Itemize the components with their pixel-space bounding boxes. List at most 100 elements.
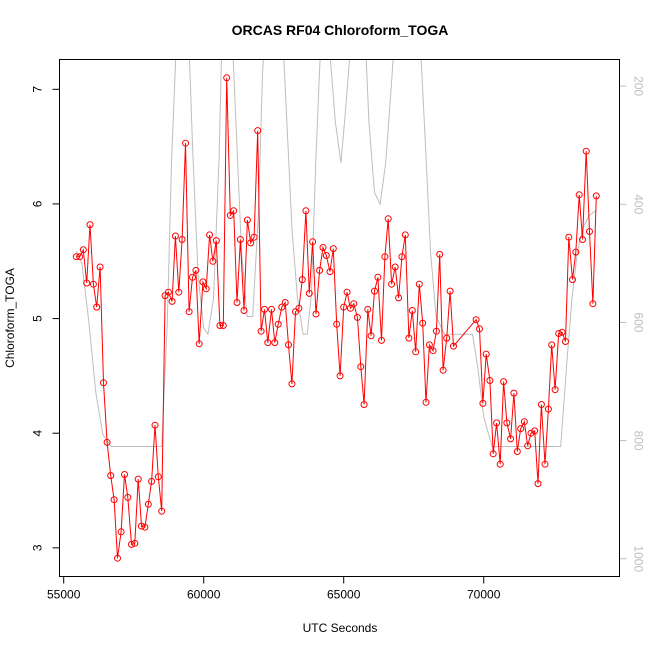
data-point (472, 316, 480, 324)
data-point (586, 228, 593, 235)
data-point (148, 477, 156, 485)
data-point (489, 450, 497, 458)
data-point (513, 448, 521, 455)
data-point (343, 288, 351, 296)
right-tick-label: 800 (632, 431, 646, 451)
y-tick-label: 4 (31, 430, 45, 437)
x-tick-label: 70000 (467, 588, 501, 602)
data-point (216, 322, 224, 329)
data-point (298, 276, 306, 284)
data-point (384, 215, 392, 223)
data-point (117, 528, 125, 536)
x-tick-label: 55000 (47, 588, 81, 602)
data-point (531, 427, 539, 435)
data-point (548, 341, 556, 349)
data-point (316, 266, 324, 274)
data-point (381, 253, 389, 261)
data-point (240, 307, 248, 314)
right-tick-label: 1000 (632, 545, 646, 572)
data-point (493, 419, 501, 427)
data-point (544, 405, 552, 413)
x-tick-label: 65000 (327, 588, 361, 602)
data-point (264, 339, 272, 347)
data-point (158, 507, 166, 515)
data-point (89, 280, 97, 288)
data-point (83, 279, 91, 287)
data-point (436, 250, 444, 258)
data-point (378, 336, 385, 344)
data-point (144, 500, 152, 508)
data-point (333, 320, 341, 328)
data-point (309, 238, 317, 246)
secondary-series-layer (75, 59, 597, 447)
data-point (353, 313, 361, 321)
data-point (432, 327, 440, 335)
plot-frame (59, 59, 620, 577)
data-point (592, 192, 600, 200)
data-point (219, 322, 227, 329)
data-point (541, 460, 549, 468)
data-point (395, 294, 403, 302)
data-point (412, 348, 420, 356)
data-point (79, 246, 87, 254)
data-point (439, 366, 447, 374)
data-point (572, 248, 580, 256)
data-point (450, 342, 457, 350)
data-point (86, 221, 94, 229)
data-point (429, 347, 437, 355)
data-point (134, 475, 142, 483)
data-point (443, 334, 451, 342)
data-point (524, 442, 532, 450)
data-point (569, 276, 576, 284)
data-point (562, 338, 569, 345)
right-tick-label: 400 (632, 194, 646, 214)
data-point (138, 522, 145, 530)
data-point (446, 287, 454, 295)
data-point (357, 363, 365, 371)
series-line (76, 77, 597, 559)
data-point (100, 379, 107, 387)
data-point (226, 211, 234, 219)
data-point (510, 389, 518, 397)
data-point (364, 305, 372, 313)
data-point (534, 480, 542, 488)
data-point (223, 74, 231, 82)
data-point (278, 303, 286, 311)
data-point (479, 399, 487, 407)
data-point (367, 332, 375, 340)
right-tick-label: 600 (632, 312, 646, 332)
data-point (206, 231, 214, 239)
data-point (93, 303, 101, 311)
data-point (575, 191, 583, 199)
data-point (507, 435, 515, 443)
data-point (415, 280, 423, 288)
data-point (340, 303, 348, 311)
data-point (199, 278, 207, 286)
data-point (322, 252, 330, 259)
data-point (261, 305, 268, 313)
data-point (154, 473, 162, 481)
data-point (503, 419, 511, 427)
data-point (500, 378, 508, 386)
data-point (121, 471, 128, 478)
data-point (243, 216, 251, 224)
data-point (230, 207, 238, 215)
data-point (391, 263, 399, 271)
data-point (76, 253, 84, 261)
data-point (346, 304, 354, 312)
data-point (486, 377, 494, 384)
data-point (254, 127, 262, 135)
secondary-series-line (75, 59, 597, 447)
data-point (558, 328, 566, 336)
data-point (295, 304, 303, 312)
data-point (96, 263, 104, 271)
data-point (124, 493, 132, 501)
data-point (72, 253, 80, 261)
data-point (425, 341, 433, 349)
data-point (202, 285, 210, 293)
data-point (274, 320, 282, 328)
data-point (496, 460, 504, 468)
data-point (110, 496, 118, 504)
data-point (319, 244, 327, 251)
